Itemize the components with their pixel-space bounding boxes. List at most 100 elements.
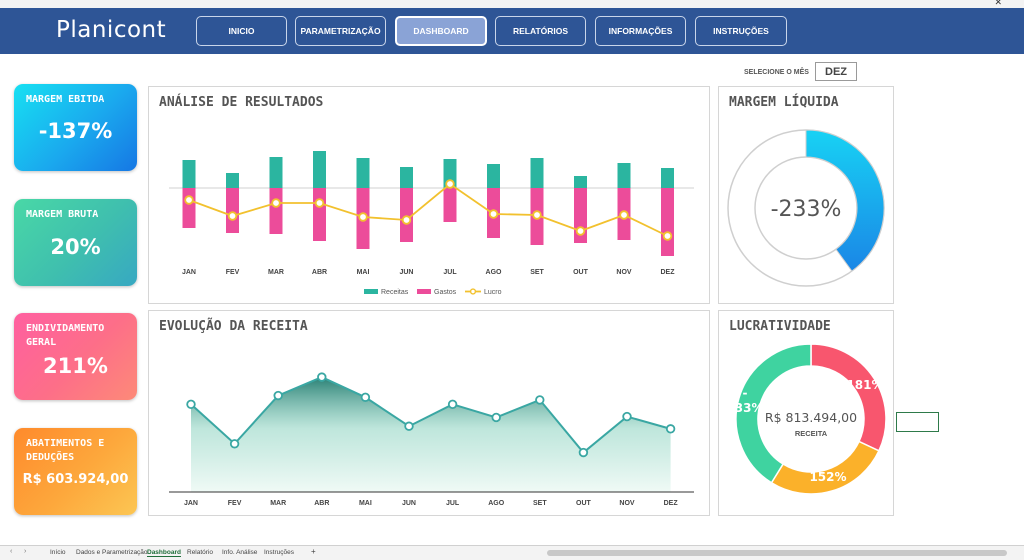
- point-lucro: [401, 215, 412, 225]
- selected-cell[interactable]: [896, 412, 939, 432]
- x-tick-label: FEV: [228, 500, 242, 507]
- analise-resultados-chart: JAN FEV MAR ABR MAI JUN JUL AGO SET OUT NOV DEZ Rece…: [169, 151, 694, 296]
- bar-gastos: [182, 188, 196, 228]
- x-tick-label: OUT: [573, 269, 589, 276]
- bar-receitas: [617, 163, 631, 188]
- kpi-margem-bruta-card: MARGEM BRUTA 20%: [14, 199, 137, 286]
- point-lucro: [445, 179, 455, 189]
- point-receita: [578, 447, 589, 458]
- sheet-tab-relatorio[interactable]: Relatório: [187, 549, 214, 556]
- point-receita: [317, 372, 327, 382]
- slice-label: 233%: [726, 401, 763, 415]
- panel-title: EVOLUÇÃO DA RECEITA: [159, 319, 308, 334]
- x-tick-label: SET: [530, 269, 544, 276]
- header-bar: Planicont INICIO PARAMETRIZAÇÃO DASHBOAR…: [0, 8, 1024, 54]
- bar-gastos: [400, 188, 413, 242]
- legend-swatch: [417, 289, 431, 294]
- bar-receitas: [313, 151, 326, 188]
- donut-slice: [735, 343, 812, 484]
- kpi-endividamento-card: ENDIVIDAMENTO GERAL 211%: [14, 313, 137, 400]
- kpi-abatimentos-card: ABATIMENTOS E DEDUÇÕES R$ 603.924,00: [14, 428, 137, 515]
- x-tick-label: JUL: [446, 500, 460, 507]
- bar-receitas: [400, 167, 413, 188]
- tab-next-icon[interactable]: ›: [24, 548, 27, 555]
- bar-gastos: [443, 188, 457, 222]
- point-receita: [360, 392, 371, 402]
- sheet-tab-info-analise[interactable]: Info. Análise: [222, 549, 258, 556]
- x-tick-label: DEZ: [664, 500, 679, 507]
- point-receita: [665, 424, 676, 434]
- x-tick-label: MAI: [359, 500, 372, 507]
- bar-receitas: [226, 173, 239, 188]
- bar-receitas: [356, 158, 370, 188]
- kpi-title: MARGEM BRUTA: [26, 209, 99, 220]
- bar-receitas: [661, 168, 674, 188]
- bar-receitas: [269, 157, 283, 188]
- point-lucro: [488, 209, 499, 219]
- margem-liquida-panel: -233% MARGEM LÍQUIDA: [718, 86, 894, 304]
- x-tick-label: NOV: [619, 500, 635, 507]
- point-receita: [491, 412, 501, 423]
- evolucao-receita-chart: JAN FEV MAR ABR MAI JUN JUL AGO SET OUT NOV DEZ: [169, 372, 694, 507]
- x-tick-label: JUL: [443, 269, 457, 276]
- nav-dashboard-button[interactable]: DASHBOARD: [395, 16, 487, 46]
- logo: Planicont: [56, 17, 167, 43]
- nav-instrucoes-button[interactable]: INSTRUÇÕES: [695, 16, 787, 46]
- month-selector-input[interactable]: DEZ: [815, 62, 857, 81]
- point-lucro: [358, 212, 368, 222]
- month-selector-label: SELECIONE O MÊS: [744, 69, 809, 76]
- x-tick-label: JUN: [399, 269, 413, 276]
- kpi-value: 20%: [50, 235, 101, 259]
- point-lucro: [575, 226, 586, 236]
- x-tick-label: ABR: [312, 269, 327, 276]
- nav-inicio-button[interactable]: INICIO: [196, 16, 287, 46]
- x-tick-label: FEV: [226, 269, 240, 276]
- area-fill: [191, 377, 671, 492]
- donut-filled-arc: [805, 129, 885, 272]
- panel-title: LUCRATIVIDADE: [729, 319, 831, 334]
- bar-gastos: [269, 188, 283, 234]
- kpi-value: 211%: [43, 354, 108, 378]
- sheet-tab-inicio[interactable]: Início: [50, 549, 66, 556]
- point-lucro: [662, 231, 673, 241]
- nav-relatorios-button[interactable]: RELATÓRIOS: [495, 16, 586, 46]
- x-tick-label: AGO: [488, 500, 505, 507]
- kpi-title: MARGEM EBITDA: [26, 94, 105, 105]
- x-tick-label: OUT: [576, 500, 592, 507]
- close-icon[interactable]: ✕: [994, 0, 1002, 7]
- kpi-value: -137%: [38, 119, 113, 143]
- sheet-tab-dashboard[interactable]: Dashboard: [147, 549, 181, 557]
- horizontal-scrollbar[interactable]: [547, 550, 1007, 556]
- point-receita: [273, 390, 283, 401]
- point-receita: [229, 439, 240, 449]
- kpi-title: ENDIVIDAMENTO GERAL: [26, 323, 105, 348]
- nav-informacoes-button[interactable]: INFORMAÇÕES: [595, 16, 686, 46]
- sheet-tab-dados[interactable]: Dados e Parametrização: [76, 549, 148, 556]
- x-tick-label: MAR: [270, 500, 286, 507]
- point-lucro: [314, 198, 325, 208]
- sheet-tabs-bar: ‹ › Início Dados e Parametrização Dashbo…: [0, 545, 1024, 560]
- point-lucro: [532, 210, 542, 220]
- point-lucro: [227, 211, 238, 221]
- slice-label: 181%: [846, 378, 883, 392]
- bar-receitas: [530, 158, 544, 188]
- bar-receitas: [487, 164, 500, 188]
- point-receita: [404, 421, 414, 431]
- panel-title: ANÁLISE DE RESULTADOS: [159, 95, 324, 110]
- bar-gastos: [226, 188, 239, 233]
- kpi-margem-ebitda-card: MARGEM EBITDA -137%: [14, 84, 137, 171]
- nav-parametrizacao-button[interactable]: PARAMETRIZAÇÃO: [295, 16, 386, 46]
- donut-slice: [770, 440, 880, 495]
- slice-label: 152%: [809, 470, 846, 484]
- x-tick-label: MAR: [268, 269, 284, 276]
- add-sheet-button[interactable]: +: [311, 547, 316, 556]
- sheet-tab-instrucoes[interactable]: Instruções: [264, 549, 294, 556]
- analise-resultados-panel: JAN FEV MAR ABR MAI JUN JUL AGO SET OUT NOV DEZ Rece…: [148, 86, 710, 304]
- bar-receitas: [574, 176, 587, 188]
- line-lucro: [188, 182, 668, 237]
- x-tick-label: AGO: [486, 269, 503, 276]
- tab-prev-icon[interactable]: ‹: [10, 548, 13, 555]
- kpi-title: ABATIMENTOS E DEDUÇÕES: [26, 438, 105, 463]
- line-receita: [190, 376, 671, 454]
- window-bar: ✕: [0, 0, 1024, 8]
